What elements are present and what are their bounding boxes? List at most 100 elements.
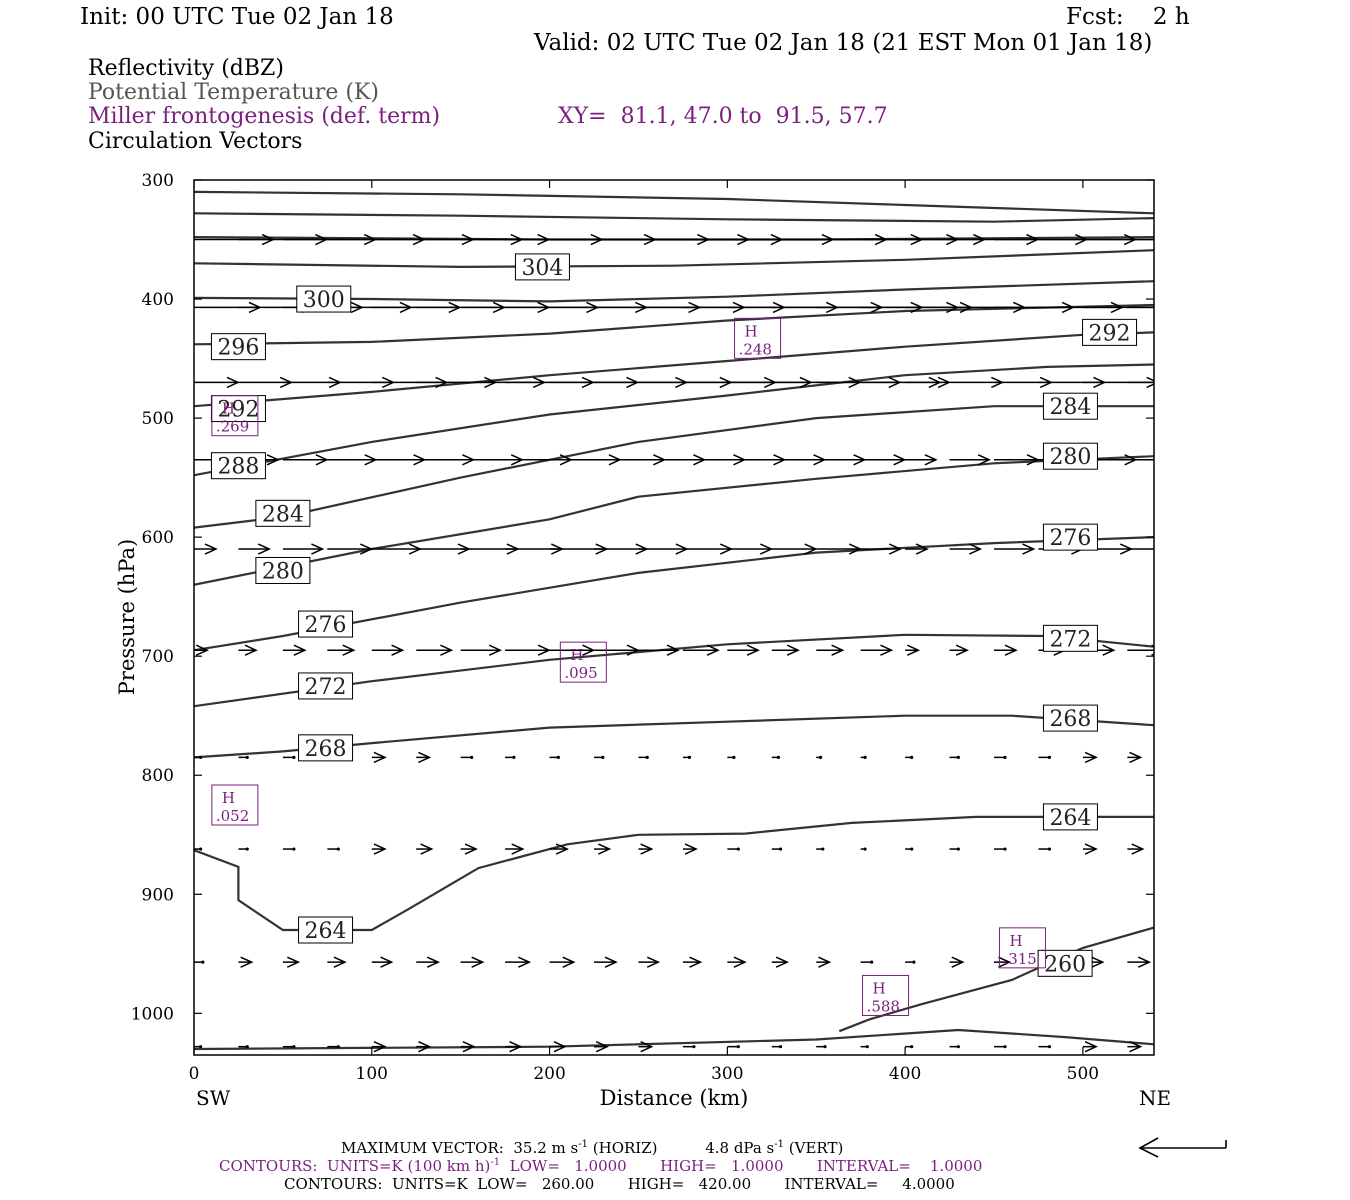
circulation-vector-head — [286, 956, 301, 968]
isentrope-label-text: 276 — [1049, 526, 1091, 551]
x-axis-title: Distance (km) — [600, 1086, 749, 1110]
circulation-vector-head — [1174, 455, 1185, 465]
frontogenesis-contour-units: CONTOURS: UNITS=K (100 km h) — [219, 1157, 491, 1175]
circulation-vector-head — [373, 751, 387, 764]
circulation-vector-head — [915, 543, 929, 555]
frontogenesis-maximum-label: H — [222, 400, 235, 418]
isentrope-label-box — [298, 734, 354, 762]
isentrope-label-box — [298, 916, 354, 944]
frontogenesis-maximum-label: H — [1009, 932, 1022, 950]
circulation-vector-head — [245, 1045, 249, 1049]
circulation-vector-head — [1047, 755, 1052, 759]
frontogenesis-maximum: H.095 — [559, 641, 607, 683]
circulation-vector-head — [998, 956, 1012, 968]
isentrope-label-text: 292 — [1089, 321, 1131, 346]
circulation-vector-head — [204, 543, 218, 555]
isentrope-label-box — [210, 395, 266, 423]
circulation-vector-head — [1204, 302, 1215, 312]
x-tick-label: 400 — [889, 1064, 921, 1084]
circulation-vector-head — [537, 644, 551, 656]
isentrope-label: 268 — [1042, 704, 1098, 732]
circulation-vector-head — [1047, 1045, 1052, 1049]
isentrope-label: 272 — [1042, 624, 1098, 652]
circulation-vector-head — [245, 847, 249, 851]
isentrope-label: 264 — [1042, 803, 1098, 831]
circulation-vector-head — [333, 956, 347, 968]
isentrope-label-text: 272 — [1049, 627, 1091, 652]
circulation-vector-layer — [194, 233, 1233, 1053]
isentrope-label: 292 — [1082, 318, 1138, 346]
circulation-vector-head — [776, 755, 780, 759]
frontogenesis-contour-range: LOW= 1.0000 HIGH= 1.0000 INTERVAL= 1.000… — [500, 1157, 983, 1175]
circulation-vector-head — [373, 1040, 387, 1053]
circulation-vector-head — [1003, 1045, 1007, 1049]
frontogenesis-maximum-value: .052 — [216, 807, 249, 825]
x-tick-label: 500 — [1067, 1064, 1099, 1084]
legend-reflectivity: Reflectivity (dBZ) — [88, 56, 284, 81]
max-vector-horizontal-tag: (HORIZ) — [592, 1139, 658, 1157]
circulation-vector-head — [804, 543, 818, 555]
circulation-vector-head — [969, 543, 983, 555]
circulation-vector-head — [311, 543, 325, 555]
cross-section-endpoints: XY= 81.1, 47.0 to 91.5, 57.7 — [558, 104, 888, 129]
isentrope-label-text: 296 — [217, 336, 259, 361]
frontogenesis-maximum-label: H — [873, 979, 886, 997]
frontogenesis-maximum-label: H — [570, 646, 583, 664]
isentrope-label-box — [1082, 318, 1138, 346]
isentrope-260 — [838, 926, 1154, 1033]
circulation-vector-head — [420, 843, 434, 855]
circulation-vector-head — [626, 644, 640, 656]
x-tick-label: 300 — [711, 1064, 743, 1084]
theta-contour-info: CONTOURS: UNITS=K LOW= 260.00 HIGH= 420.… — [284, 1175, 955, 1193]
circulation-vector-head — [244, 644, 258, 656]
circulation-vector-head — [924, 454, 938, 466]
circulation-vector-head — [1022, 543, 1036, 555]
circulation-vector-head — [906, 644, 921, 656]
circulation-vector-head — [821, 847, 825, 851]
isentrope-label-box — [210, 452, 266, 480]
isentrope-label-box — [298, 610, 354, 638]
circulation-vector-head — [426, 956, 441, 968]
frontogenesis-maximum-value: .269 — [216, 418, 249, 436]
circulation-vector-head — [582, 644, 596, 656]
isentrope-256 — [194, 1028, 1154, 1051]
frontogenesis-maximum-value: .315 — [1003, 950, 1036, 968]
circulation-vector-head — [1129, 751, 1143, 764]
y-tick-label: 600 — [142, 528, 174, 548]
isentrope-label-text: 284 — [1049, 395, 1091, 420]
x-tick-label: 0 — [189, 1064, 200, 1084]
isentrope-268 — [194, 714, 1154, 759]
circulation-vector-head — [956, 1045, 960, 1049]
frontogenesis-contour-units-exponent: -1 — [490, 1157, 501, 1168]
circulation-vector-head — [746, 644, 760, 656]
circulation-vector-head — [956, 755, 960, 759]
circulation-vector-head — [601, 755, 605, 759]
isentrope-label-text: 280 — [262, 559, 304, 584]
circulation-vector-head — [360, 543, 374, 555]
isentrope-label: 300 — [296, 285, 352, 313]
circulation-vector-head — [488, 644, 503, 656]
x-tick-label: 100 — [356, 1064, 388, 1084]
isentrope-label-text: 284 — [262, 502, 304, 527]
circulation-vector-head — [1222, 235, 1233, 245]
circulation-vector-head — [604, 956, 618, 968]
circulation-vector-head — [818, 956, 832, 968]
isentrope-label-text: 292 — [217, 398, 259, 423]
circulation-vector-head — [266, 454, 280, 466]
circulation-vector-head — [292, 1045, 296, 1049]
isentrope-layer — [194, 190, 1154, 1051]
circulation-vector-head — [1091, 956, 1105, 968]
y-tick-label: 700 — [142, 647, 174, 667]
frontogenesis-maximum: H.052 — [211, 784, 259, 826]
circulation-vector-head — [257, 543, 272, 555]
frontogenesis-maximum-box — [862, 974, 910, 1016]
circulation-vector-head — [292, 755, 296, 759]
isentrope-label-box — [1042, 392, 1098, 420]
legend-circulation-vectors: Circulation Vectors — [88, 129, 303, 154]
isentrope-label-box — [296, 285, 352, 313]
circulation-vector-head — [1195, 377, 1206, 387]
init-time: Init: 00 UTC Tue 02 Jan 18 — [80, 4, 394, 30]
isentrope-296 — [194, 303, 1154, 346]
plot-frame — [193, 179, 1155, 1056]
